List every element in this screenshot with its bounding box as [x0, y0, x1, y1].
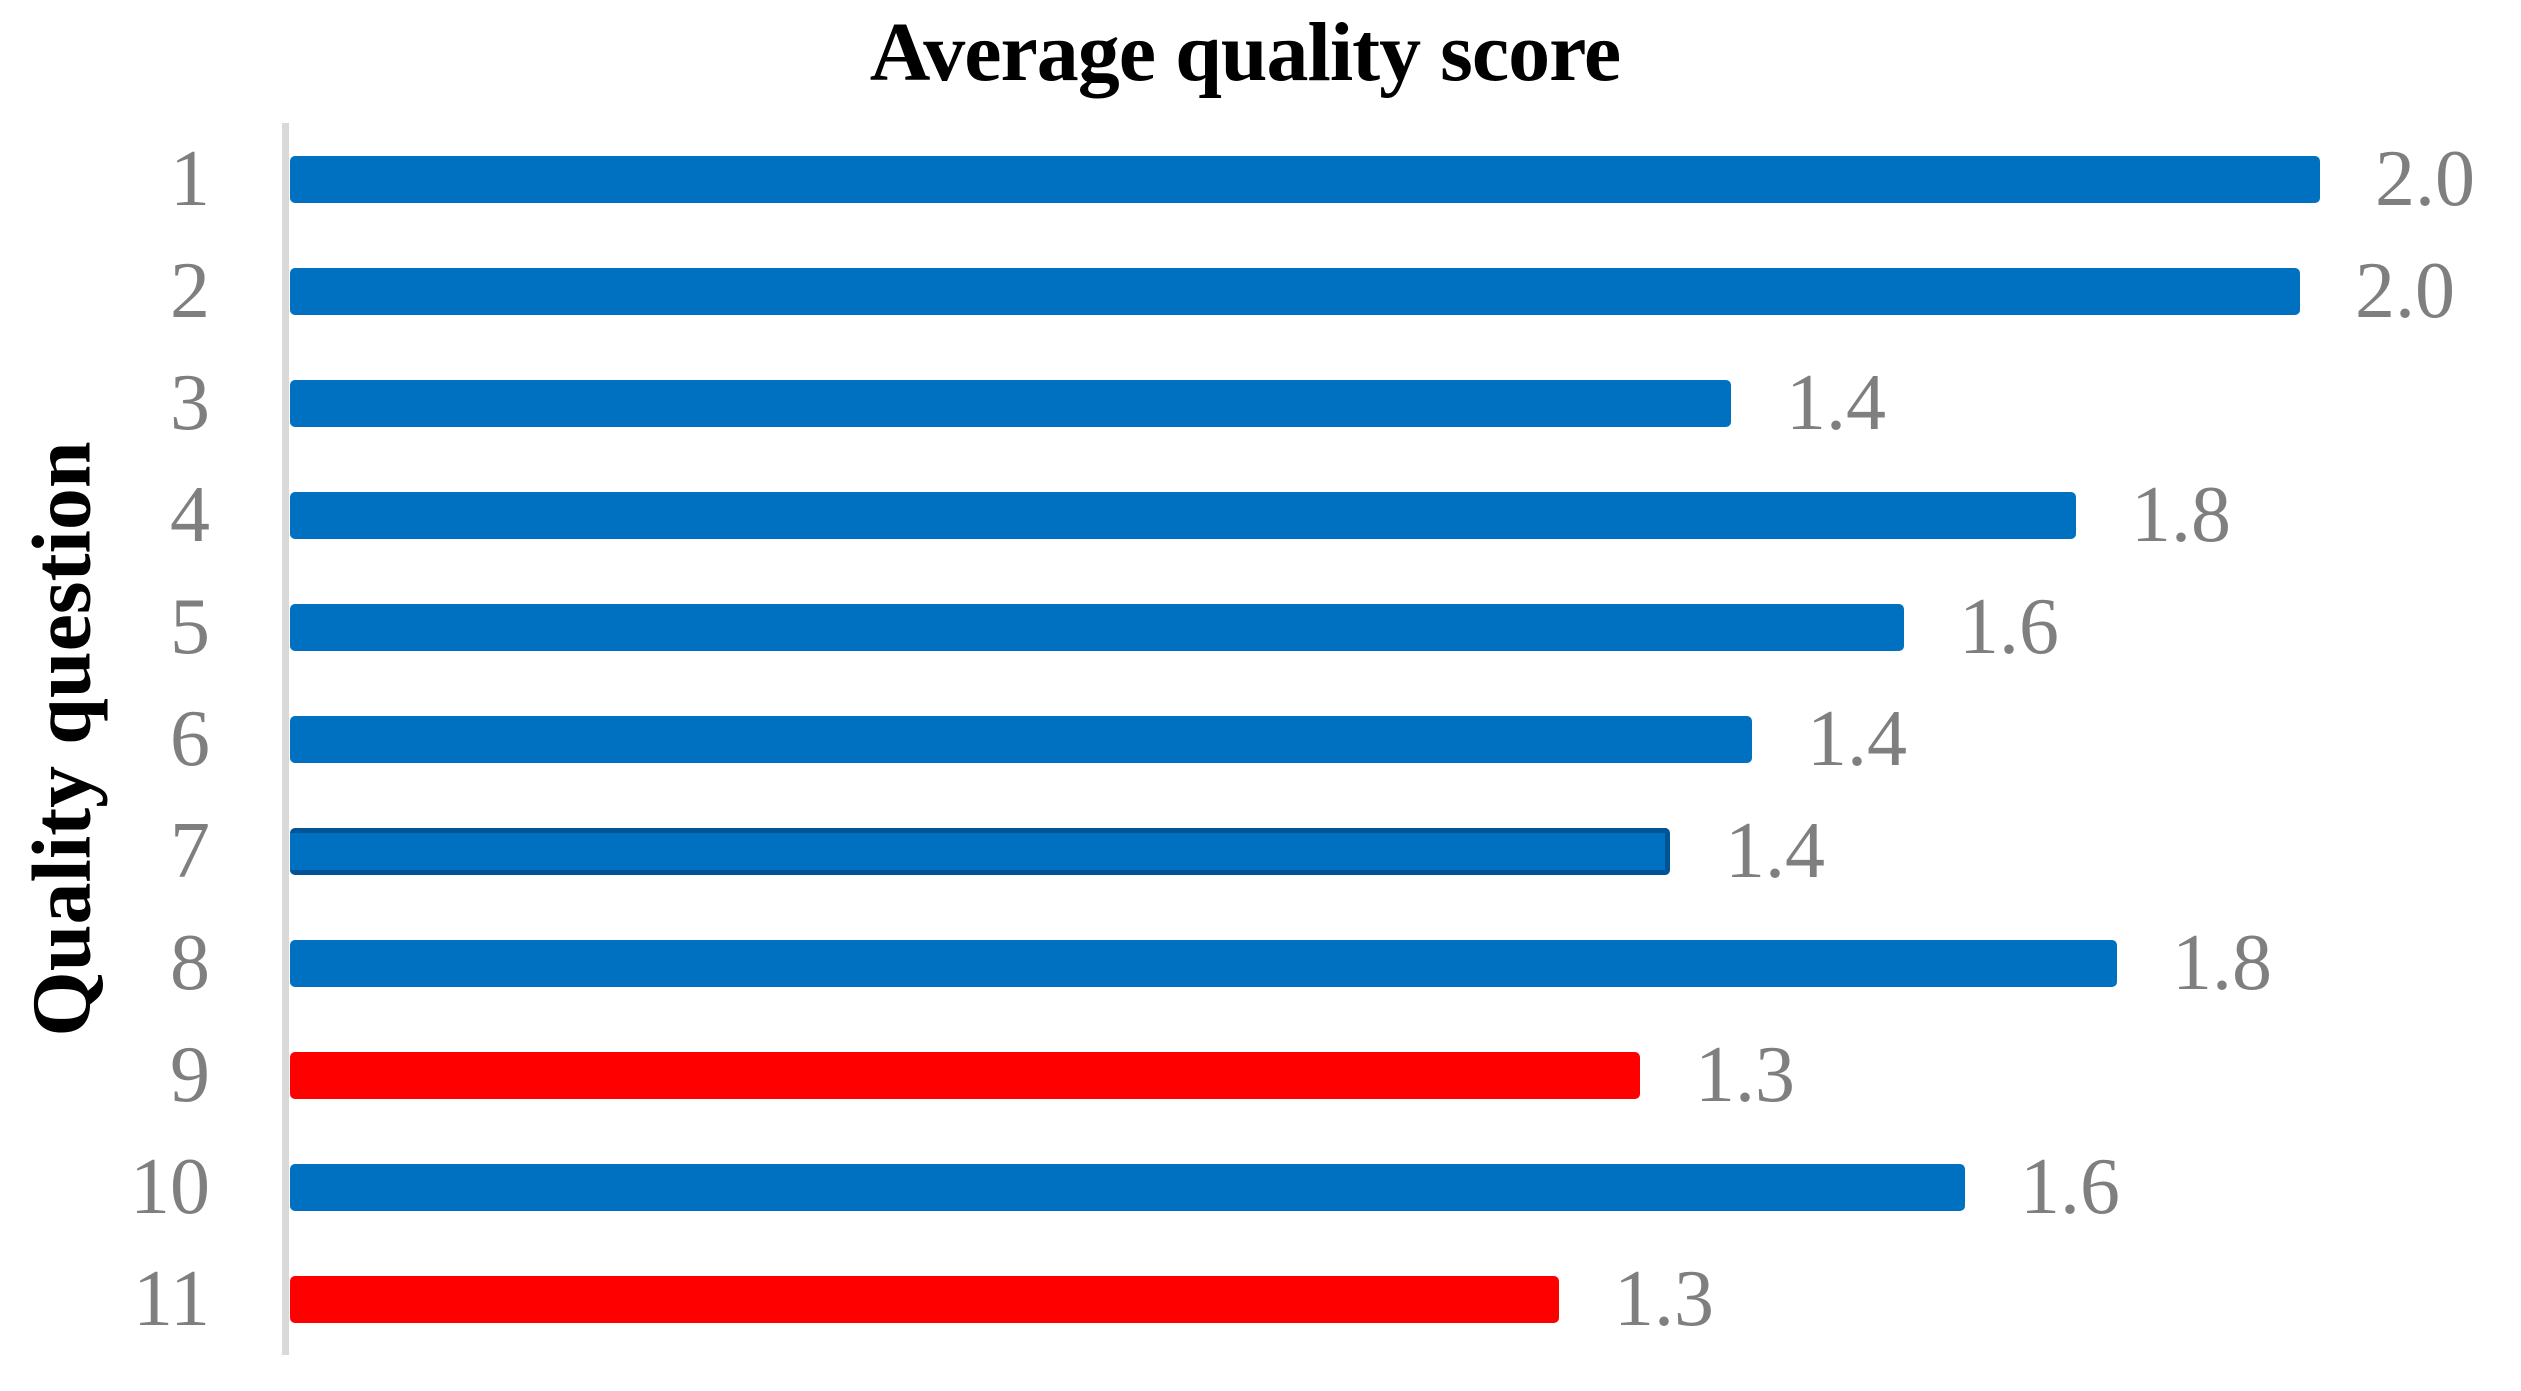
value-label-8: 1.8: [2172, 919, 2272, 1007]
category-label-3: 3: [170, 359, 210, 447]
category-label-11: 11: [132, 1255, 210, 1343]
y-axis-line: [282, 123, 289, 1355]
category-label-8: 8: [170, 919, 210, 1007]
value-label-2: 2.0: [2355, 247, 2455, 335]
value-label-1: 2.0: [2375, 135, 2475, 223]
bar-question-4: [290, 491, 2076, 539]
chart-title: Average quality score: [869, 6, 1621, 99]
value-label-10: 1.6: [2020, 1143, 2120, 1231]
value-label-11: 1.3: [1614, 1255, 1714, 1343]
category-label-4: 4: [170, 471, 210, 559]
bar-question-7: [290, 827, 1670, 875]
bar-question-8: [290, 939, 2117, 987]
bar-question-6: [290, 715, 1752, 763]
value-label-7: 1.4: [1725, 807, 1825, 895]
category-label-2: 2: [170, 247, 210, 335]
category-label-9: 9: [170, 1031, 210, 1119]
bar-question-2: [290, 267, 2300, 315]
category-label-1: 1: [170, 135, 210, 223]
bar-question-10: [290, 1163, 1965, 1211]
value-label-6: 1.4: [1807, 695, 1907, 783]
bar-question-11: [290, 1275, 1559, 1323]
value-label-5: 1.6: [1959, 583, 2059, 671]
category-label-10: 10: [130, 1143, 210, 1231]
category-label-6: 6: [170, 695, 210, 783]
bar-question-9: [290, 1051, 1640, 1099]
bar-question-3: [290, 379, 1731, 427]
value-label-9: 1.3: [1695, 1031, 1795, 1119]
bar-question-5: [290, 603, 1904, 651]
bar-question-1: [290, 155, 2320, 203]
category-label-7: 7: [170, 807, 210, 895]
category-label-5: 5: [170, 583, 210, 671]
value-label-4: 1.8: [2131, 471, 2231, 559]
value-label-3: 1.4: [1786, 359, 1886, 447]
